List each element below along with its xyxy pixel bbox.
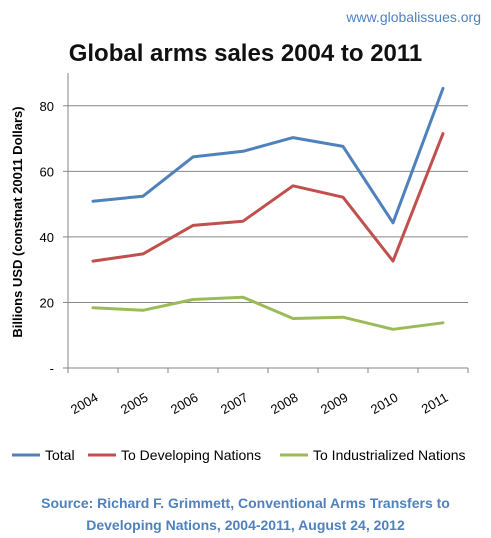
x-tick-label: 2008 — [268, 390, 301, 417]
axes — [63, 73, 469, 373]
y-tick-label: 60 — [40, 164, 54, 179]
x-tick-label: 2011 — [419, 390, 451, 417]
series-line — [91, 295, 445, 331]
y-tick-label: - — [50, 361, 54, 376]
source-line-2: Developing Nations, 2004-2011, August 24… — [86, 517, 405, 533]
y-tick-label: 20 — [40, 295, 54, 310]
legend-label: Total — [45, 447, 75, 463]
y-tick-labels: - 20 40 60 80 — [40, 99, 54, 376]
source-line-1: Source: Richard F. Grimmett, Conventiona… — [41, 495, 450, 511]
x-tick-label: 2007 — [218, 390, 251, 417]
legend-label: To Industrialized Nations — [313, 447, 466, 463]
x-tick-label: 2010 — [368, 390, 401, 417]
source-note: Source: Richard F. Grimmett, Conventiona… — [0, 492, 491, 536]
x-tick-label: 2005 — [118, 390, 151, 417]
x-tick-labels: 2004 2005 2006 2007 2008 2009 2010 2011 — [68, 390, 451, 417]
series-line — [91, 132, 445, 263]
site-url: www.globalissues.org — [346, 9, 481, 25]
y-tick-label: 40 — [40, 230, 54, 245]
x-tick-label: 2006 — [168, 390, 201, 417]
series-lines — [91, 86, 445, 331]
series-line — [91, 86, 445, 225]
legend-label: To Developing Nations — [121, 447, 261, 463]
y-tick-label: 80 — [40, 99, 54, 114]
chart-title: Global arms sales 2004 to 2011 — [68, 40, 423, 67]
x-tick-label: 2009 — [318, 390, 351, 417]
legend: Total To Developing Nations To Industriali… — [12, 447, 466, 463]
x-tick-label: 2004 — [68, 390, 101, 417]
y-axis-label: Billions USD (constnat 20011 Dollars) — [10, 106, 25, 337]
